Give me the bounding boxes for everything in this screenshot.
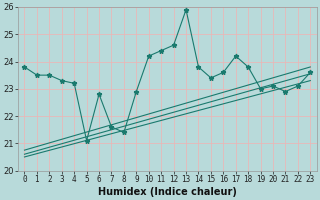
- X-axis label: Humidex (Indice chaleur): Humidex (Indice chaleur): [98, 187, 237, 197]
